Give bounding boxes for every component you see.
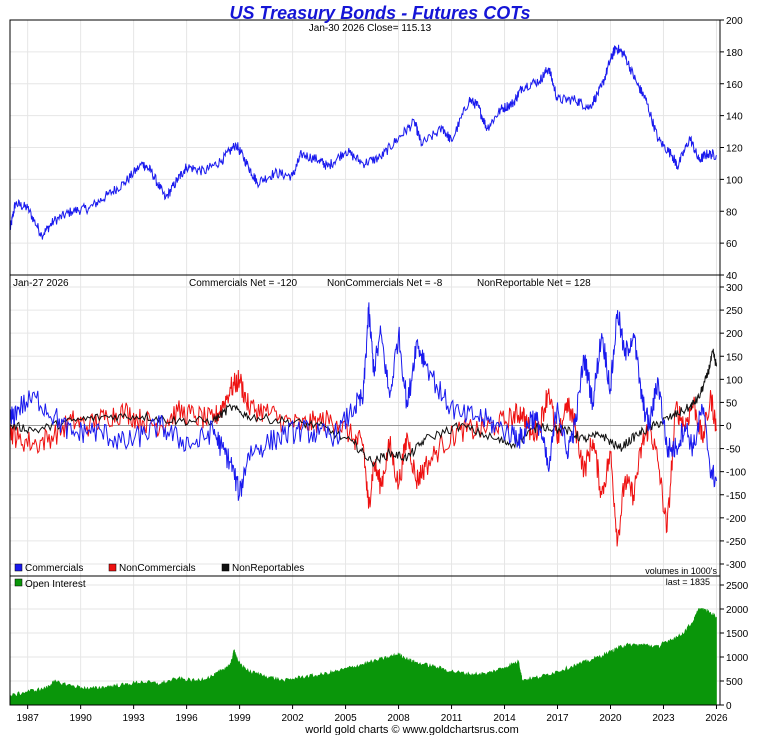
price-subtitle: Jan-30 2026 Close= 115.13 — [309, 23, 432, 34]
y-tick-label: 0 — [726, 422, 732, 433]
y-tick-label: 250 — [726, 306, 743, 317]
x-tick-label: 2026 — [705, 713, 728, 724]
legend-open-interest-label: Open Interest — [25, 579, 86, 590]
y-tick-label: -100 — [726, 468, 746, 479]
series-line-nonreportables — [9, 348, 717, 468]
y-tick-label: 100 — [726, 175, 743, 186]
series-line-commercials — [9, 302, 717, 501]
y-tick-label: 2500 — [726, 581, 749, 592]
x-tick-label: 2020 — [599, 713, 622, 724]
commercials-net-label: Commercials Net = -120 — [189, 278, 298, 289]
open-interest-area — [9, 607, 717, 706]
legend-nonreportables-label: NonReportables — [232, 563, 304, 574]
axis-layer: 40 60 80 100 120 140 160 180 200 -300 -250 -200 -150… — [17, 16, 749, 724]
y-tick-label: -300 — [726, 560, 746, 571]
oi-units-label: volumes in 1000's — [645, 566, 717, 576]
y-tick-label: -200 — [726, 514, 746, 525]
legend-nonreportables-swatch — [221, 563, 230, 572]
y-tick-label: 200 — [726, 16, 743, 27]
y-tick-label: 1000 — [726, 653, 749, 664]
y-tick-label: 50 — [726, 398, 738, 409]
series-line-noncommercials — [9, 369, 717, 547]
x-tick-label: 2017 — [546, 713, 569, 724]
y-tick-label: 180 — [726, 48, 743, 59]
price-series-line — [9, 44, 717, 240]
legend-commercials-swatch — [14, 563, 23, 572]
y-tick-label: 500 — [726, 677, 743, 688]
y-tick-label: -50 — [726, 445, 741, 456]
y-tick-label: 100 — [726, 375, 743, 386]
y-tick-label: 120 — [726, 144, 743, 155]
y-tick-label: -150 — [726, 491, 746, 502]
noncommercials-net-label: NonCommercials Net = -8 — [327, 278, 443, 289]
y-tick-label: 300 — [726, 283, 743, 294]
oi-panel-frame — [9, 575, 721, 706]
cot-panel — [9, 302, 720, 547]
footer-credit: world gold charts © www.goldchartsrus.co… — [304, 724, 519, 735]
y-tick-label: 2000 — [726, 605, 749, 616]
open-interest-panel — [9, 607, 717, 706]
legend-commercials-label: Commercials — [25, 563, 83, 574]
cot-date: Jan-27 2026 — [13, 278, 69, 289]
x-tick-label: 1990 — [70, 713, 93, 724]
x-tick-label: 2023 — [652, 713, 675, 724]
price-panel — [9, 44, 717, 240]
y-tick-label: 150 — [726, 352, 743, 363]
oi-last-label: last = 1835 — [666, 577, 710, 587]
x-tick-label: 2005 — [334, 713, 357, 724]
x-tick-label: 2014 — [493, 713, 516, 724]
y-tick-label: 60 — [726, 239, 738, 250]
y-tick-label: 1500 — [726, 629, 749, 640]
x-tick-label: 1999 — [228, 713, 251, 724]
y-tick-label: 40 — [726, 271, 738, 282]
legend-open-interest-swatch — [14, 578, 23, 587]
y-tick-label: 140 — [726, 112, 743, 123]
y-tick-label: 0 — [726, 701, 732, 712]
y-tick-label: 200 — [726, 329, 743, 340]
y-tick-label: -250 — [726, 537, 746, 548]
legend-noncommercials-swatch — [108, 563, 117, 572]
y-tick-label: 80 — [726, 207, 738, 218]
x-tick-label: 1993 — [123, 713, 146, 724]
y-tick-label: 160 — [726, 80, 743, 91]
x-tick-label: 1996 — [175, 713, 198, 724]
chart-title: US Treasury Bonds - Futures COTs — [229, 3, 530, 23]
x-tick-label: 2011 — [441, 713, 463, 724]
legend-noncommercials-label: NonCommercials — [119, 563, 196, 574]
x-tick-label: 1987 — [17, 713, 40, 724]
nonreportable-net-label: NonReportable Net = 128 — [477, 278, 591, 289]
x-tick-label: 2008 — [387, 713, 410, 724]
x-tick-label: 2002 — [281, 713, 304, 724]
